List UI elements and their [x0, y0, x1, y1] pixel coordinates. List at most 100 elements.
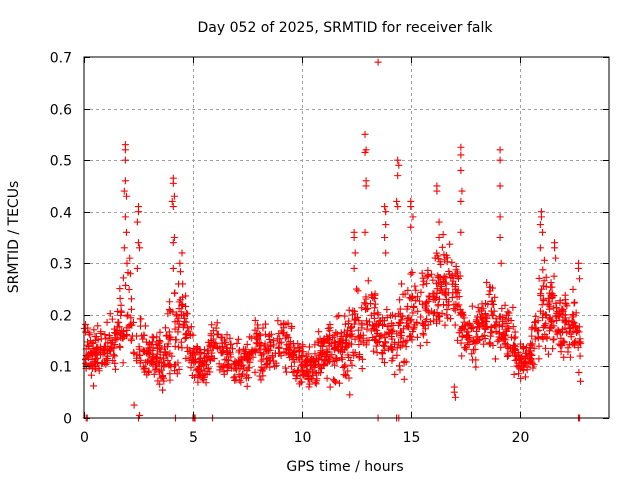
data-point — [194, 378, 202, 386]
data-point — [256, 332, 264, 340]
data-point — [515, 370, 523, 378]
data-point — [419, 330, 427, 338]
data-point — [336, 347, 344, 355]
data-point — [445, 298, 453, 306]
data-point — [512, 352, 520, 360]
data-point — [372, 342, 380, 350]
data-point — [412, 286, 420, 294]
data-point — [266, 336, 274, 344]
data-point — [435, 295, 443, 303]
data-point — [554, 312, 562, 320]
data-point — [329, 358, 337, 366]
data-point — [199, 376, 207, 384]
data-point — [570, 339, 578, 347]
data-point — [399, 290, 407, 298]
data-point — [480, 340, 488, 348]
data-point — [110, 351, 118, 359]
data-point — [86, 350, 94, 358]
data-point — [363, 336, 371, 344]
data-point — [464, 320, 472, 328]
data-point — [345, 306, 353, 314]
data-point — [378, 332, 386, 340]
data-point — [564, 348, 572, 356]
data-point — [430, 310, 438, 318]
data-point — [436, 312, 444, 320]
data-point — [451, 306, 459, 314]
data-point — [286, 338, 294, 346]
data-point — [223, 331, 231, 339]
data-point — [362, 182, 370, 190]
data-point — [286, 344, 294, 352]
data-point — [295, 344, 303, 352]
data-point — [400, 325, 408, 333]
data-point — [88, 349, 96, 357]
data-point — [114, 318, 122, 326]
data-point — [314, 356, 322, 364]
data-point — [347, 324, 355, 332]
data-point — [171, 361, 179, 369]
data-point — [150, 355, 158, 363]
data-point — [433, 187, 441, 195]
data-point — [330, 377, 338, 385]
data-point — [485, 290, 493, 298]
data-point — [500, 334, 508, 342]
data-point — [537, 292, 545, 300]
data-point — [382, 208, 390, 216]
data-point — [240, 365, 248, 373]
data-point — [370, 294, 378, 302]
data-point — [121, 213, 129, 221]
data-point — [522, 349, 530, 357]
data-point — [317, 348, 325, 356]
data-point — [398, 316, 406, 324]
x-tick-label: 15 — [403, 430, 421, 446]
data-point — [113, 323, 121, 331]
data-point — [441, 321, 449, 329]
data-point — [492, 327, 500, 335]
data-point — [528, 332, 536, 340]
y-tick-label: 0 — [63, 412, 72, 428]
data-point — [311, 360, 319, 368]
data-point — [383, 322, 391, 330]
data-point — [418, 300, 426, 308]
data-point — [515, 359, 523, 367]
data-point — [355, 317, 363, 325]
data-point — [459, 310, 467, 318]
data-point — [426, 292, 434, 300]
data-point — [497, 343, 505, 351]
data-point — [209, 354, 217, 362]
data-point — [182, 309, 190, 317]
data-point — [419, 281, 427, 289]
data-point — [244, 352, 252, 360]
data-point — [166, 370, 174, 378]
data-point — [176, 268, 184, 276]
data-point — [178, 249, 186, 257]
data-point — [231, 359, 239, 367]
data-point — [542, 273, 550, 281]
data-point — [116, 343, 124, 351]
data-point — [388, 357, 396, 365]
data-point — [342, 340, 350, 348]
data-point — [393, 330, 401, 338]
data-point — [315, 354, 323, 362]
data-point — [129, 318, 137, 326]
data-point — [150, 334, 158, 342]
data-point — [452, 266, 460, 274]
data-point — [173, 370, 181, 378]
data-point — [200, 350, 208, 358]
data-point — [542, 283, 550, 291]
data-point — [166, 335, 174, 343]
data-point — [381, 339, 389, 347]
data-point — [97, 330, 105, 338]
data-point — [381, 234, 389, 241]
data-point — [460, 318, 468, 326]
data-point — [457, 228, 465, 236]
data-point — [520, 361, 528, 369]
data-point — [423, 280, 431, 288]
data-point — [152, 361, 160, 369]
data-point — [272, 362, 280, 370]
data-point — [534, 333, 542, 341]
data-point — [351, 335, 359, 343]
data-point — [145, 346, 153, 354]
data-point — [530, 344, 538, 352]
x-axis-label: GPS time / hours — [286, 459, 403, 475]
